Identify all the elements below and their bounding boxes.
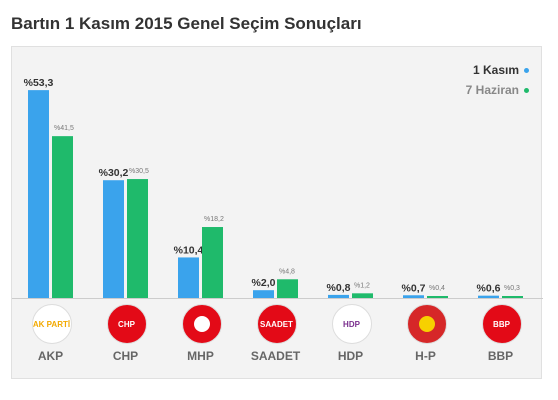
three-crescents-icon xyxy=(193,316,210,332)
mhp-logo-icon xyxy=(181,304,222,344)
hdp-logo-icon: HDP xyxy=(331,304,372,344)
data-label-bbp-kasim: %0,6 xyxy=(477,283,501,295)
category-label-mhp: MHP xyxy=(187,349,214,363)
logo-text: HDP xyxy=(343,319,360,329)
bar-h-p-kasim[interactable] xyxy=(403,295,424,298)
bar-akp-haziran[interactable] xyxy=(52,136,73,298)
sun-icon xyxy=(418,316,435,332)
legend-item-1-kasim[interactable]: 1 Kasım xyxy=(473,63,529,77)
category-label-akp: AKP xyxy=(37,349,64,363)
akp-logo-icon: AK PARTİ xyxy=(31,304,72,344)
page-title: Bartın 1 Kasım 2015 Genel Seçim Sonuçlar… xyxy=(11,14,362,33)
bar-mhp-kasim[interactable] xyxy=(178,257,199,298)
bar-saadet-kasim[interactable] xyxy=(253,290,274,298)
data-label-h-p-kasim: %0,7 xyxy=(402,282,426,294)
data-label-akp-haziran: %41,5 xyxy=(54,125,74,132)
bar-bbp-haziran[interactable] xyxy=(502,296,523,298)
legend-label: 1 Kasım xyxy=(472,63,519,77)
bar-mhp-haziran[interactable] xyxy=(202,227,223,298)
data-label-h-p-haziran: %0,4 xyxy=(429,285,445,292)
bar-akp-kasim[interactable] xyxy=(28,90,49,298)
bar-hdp-kasim[interactable] xyxy=(328,294,349,298)
category-label-hdp: HDP xyxy=(337,349,364,363)
logo-text: BBP xyxy=(493,319,510,329)
logo-text: CHP xyxy=(118,319,135,329)
data-label-mhp-kasim: %10,4 xyxy=(174,244,204,256)
bar-h-p-haziran[interactable] xyxy=(427,296,448,298)
chp-logo-icon: CHP xyxy=(106,304,147,344)
data-label-saadet-haziran: %4,8 xyxy=(279,268,295,275)
data-label-hdp-haziran: %1,2 xyxy=(354,282,370,289)
data-label-chp-haziran: %30,5 xyxy=(129,168,149,175)
legend-dot-icon xyxy=(524,68,529,74)
chart-panel: 1 Kasım 7 Haziran %53,3 %41,5 %30,2 %30,5 %1… xyxy=(11,46,543,379)
logo-text: AK PARTİ xyxy=(32,319,71,329)
legend-item-7-haziran[interactable]: 7 Haziran xyxy=(466,83,529,97)
bbp-logo-icon: BBP xyxy=(481,304,522,344)
category-label-chp: CHP xyxy=(112,349,139,363)
category-label-saadet: SAADET xyxy=(250,349,301,363)
bar-chp-haziran[interactable] xyxy=(127,179,148,298)
data-label-hdp-kasim: %0,8 xyxy=(327,282,351,294)
data-label-akp-kasim: %53,3 xyxy=(24,77,54,89)
category-label-bbp: BBP xyxy=(487,349,514,363)
data-label-bbp-haziran: %0,3 xyxy=(504,285,520,292)
bar-saadet-haziran[interactable] xyxy=(277,279,298,298)
logo-text: SAADET xyxy=(260,319,293,329)
bar-bbp-kasim[interactable] xyxy=(478,295,499,298)
h-p-logo-icon xyxy=(406,304,447,344)
data-label-saadet-kasim: %2,0 xyxy=(252,277,276,289)
bar-chp-kasim[interactable] xyxy=(103,180,124,298)
legend-label: 7 Haziran xyxy=(465,83,519,97)
data-label-mhp-haziran: %18,2 xyxy=(204,216,224,223)
category-label-h-p: H-P xyxy=(415,349,436,363)
saadet-logo-icon: SAADET xyxy=(256,304,297,344)
bar-chart: %53,3 %41,5 %30,2 %30,5 %10,4 %18,2 %2,0%4,8 %0… xyxy=(12,77,543,299)
bar-hdp-haziran[interactable] xyxy=(352,293,373,298)
data-label-chp-kasim: %30,2 xyxy=(99,167,129,179)
legend-dot-icon xyxy=(524,88,529,94)
